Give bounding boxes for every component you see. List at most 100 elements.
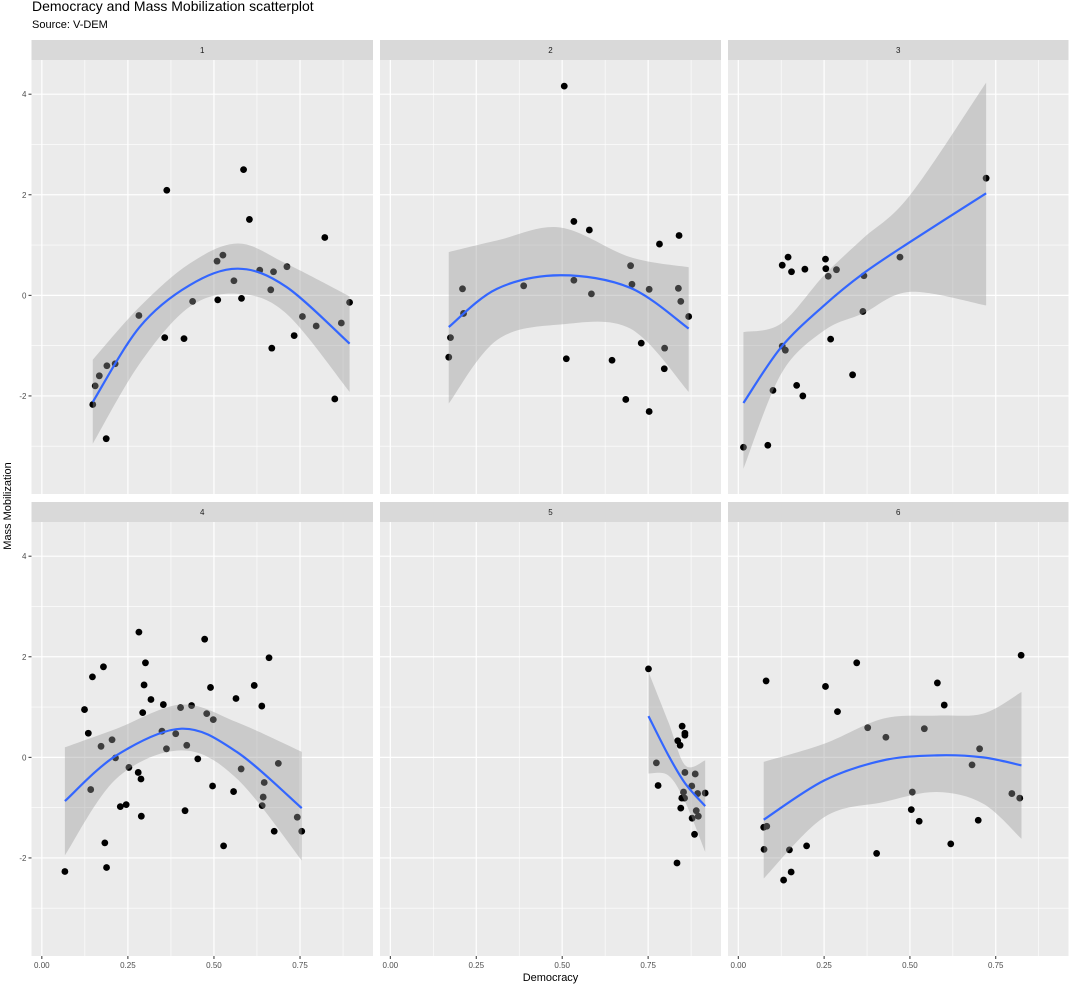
facet-strip-label: 1 — [200, 46, 205, 55]
data-point — [180, 335, 188, 343]
data-point — [882, 733, 890, 741]
facet-strip — [380, 502, 721, 522]
data-point — [270, 827, 278, 835]
facet-strip-label: 4 — [200, 508, 205, 517]
data-point — [125, 764, 133, 771]
panel-background — [728, 60, 1069, 494]
data-point — [827, 335, 835, 343]
confidence-ribbon — [648, 671, 706, 852]
data-point — [778, 261, 786, 269]
data-point — [915, 817, 923, 825]
data-point — [194, 755, 202, 763]
data-point — [787, 868, 795, 876]
x-tick-label: 0.25 — [468, 961, 484, 970]
data-point — [214, 296, 222, 304]
data-point — [293, 813, 301, 821]
data-point — [691, 770, 699, 778]
facet-strip-label: 5 — [548, 508, 553, 517]
data-point — [250, 682, 258, 689]
data-point — [822, 255, 829, 263]
facet-strip-label: 2 — [548, 46, 553, 55]
data-point — [61, 868, 69, 875]
data-point — [209, 782, 216, 790]
facet-strip — [728, 40, 1069, 60]
data-point — [652, 759, 660, 767]
data-point — [824, 272, 832, 280]
data-point — [853, 659, 861, 667]
panel-background — [31, 60, 373, 494]
data-point — [660, 365, 668, 373]
data-point — [312, 322, 320, 330]
data-point — [259, 793, 267, 801]
data-point — [445, 353, 453, 361]
data-point — [681, 794, 688, 802]
data-point — [134, 769, 142, 776]
data-point — [873, 850, 881, 857]
data-point — [230, 277, 238, 285]
chart-subtitle: Source: V-DEM — [32, 19, 108, 31]
confidence-ribbon — [64, 704, 302, 861]
panel-background — [380, 60, 721, 494]
data-point — [677, 297, 685, 305]
data-point — [270, 268, 277, 276]
data-point — [246, 216, 253, 223]
smooth-line — [742, 192, 987, 404]
y-tick-label: 0 — [22, 753, 27, 762]
facet-panel-6: 6 0.00 0.25 0.50 0.75 — [728, 502, 1069, 970]
facet-strip — [728, 502, 1069, 522]
data-point — [622, 396, 630, 403]
data-point — [89, 401, 97, 408]
points-layer — [740, 174, 990, 451]
data-point — [780, 876, 788, 884]
x-tick-label: 0.75 — [640, 961, 656, 970]
data-point — [177, 704, 184, 711]
data-point — [108, 736, 116, 744]
data-point — [139, 709, 147, 716]
facet-strip-label: 3 — [896, 46, 901, 55]
data-point — [685, 313, 693, 320]
data-point — [283, 263, 291, 271]
data-point — [688, 814, 696, 822]
confidence-ribbon — [448, 227, 689, 404]
smooth-line — [64, 727, 303, 809]
data-point — [101, 839, 109, 847]
data-point — [172, 730, 180, 738]
data-point — [681, 731, 689, 739]
data-point — [788, 268, 795, 276]
smooth-line — [647, 715, 707, 807]
data-point — [299, 313, 306, 320]
data-point — [786, 846, 793, 854]
data-point — [673, 859, 681, 867]
data-point — [135, 628, 143, 636]
data-point — [95, 372, 103, 380]
data-point — [834, 708, 841, 715]
data-point — [331, 395, 339, 403]
data-point — [238, 294, 245, 302]
x-tick-label: 0.00 — [34, 961, 50, 970]
data-point — [982, 174, 990, 182]
y-tick-label: 4 — [22, 552, 27, 561]
facet-panel-4: 4 0.00 0.25 0.50 0.75 -2 0 2 4 — [19, 502, 373, 970]
data-point — [769, 387, 777, 394]
data-point — [163, 186, 171, 194]
facet-panel-1: 1 -2 0 2 4 — [19, 40, 373, 494]
data-point — [220, 842, 227, 850]
data-point — [84, 729, 92, 737]
data-point — [859, 308, 867, 315]
data-point — [675, 232, 683, 239]
data-point — [676, 741, 684, 749]
data-point — [833, 266, 840, 274]
gridlines — [380, 522, 721, 956]
data-point — [321, 234, 329, 241]
data-point — [701, 789, 709, 797]
data-point — [560, 82, 568, 90]
data-point — [674, 284, 682, 292]
data-point — [627, 262, 634, 270]
confidence-ribbon — [763, 691, 1022, 879]
data-point — [97, 742, 105, 750]
smooth-line — [763, 754, 1022, 821]
x-tick-label: 0.25 — [120, 961, 136, 970]
data-point — [801, 265, 809, 273]
data-point — [137, 775, 145, 783]
